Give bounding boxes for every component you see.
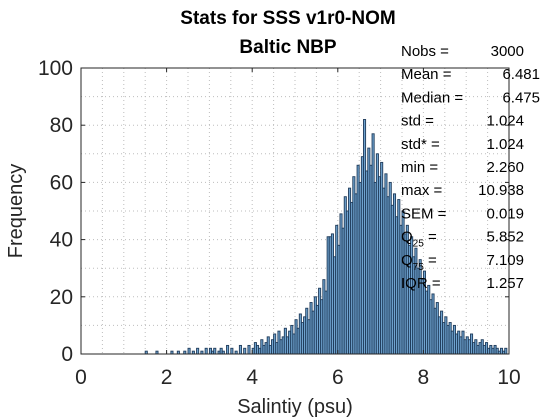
chart-title: Stats for SSS v1r0-NOM	[180, 8, 395, 29]
y-axis-label: Frequency	[5, 164, 27, 259]
x-tick-label: 4	[246, 366, 258, 389]
stat-value-std-star: 1.024	[486, 136, 524, 153]
stat-value-median: 6.475	[502, 89, 540, 106]
stat-label-std-star: std* =	[401, 136, 440, 153]
histogram-bar	[187, 347, 191, 355]
stat-label-min: min =	[401, 159, 438, 176]
stat-value-std: 1.024	[486, 113, 524, 130]
stat-value-sem: 0.019	[486, 205, 524, 222]
histogram-bar	[213, 347, 217, 355]
y-tick-label: 80	[50, 114, 73, 137]
stat-value-q25: 5.852	[486, 229, 524, 246]
histogram-bar	[247, 344, 251, 355]
stat-label-sem: SEM =	[401, 205, 447, 222]
stat-value-iqr: 1.257	[486, 275, 524, 292]
stat-label-iqr: IQR =	[401, 275, 441, 292]
x-axis-ticks: 0 2 4 6 8 10	[75, 68, 521, 389]
stat-value-max: 10.938	[478, 182, 524, 199]
x-tick-label: 2	[161, 366, 173, 389]
histogram-bar	[204, 347, 208, 355]
histogram-bars	[144, 119, 508, 355]
y-tick-label: 60	[50, 171, 73, 194]
stat-label-nobs: Nobs =	[401, 43, 449, 60]
x-tick-label: 0	[75, 366, 87, 389]
y-tick-label: 40	[50, 229, 73, 252]
histogram-bar	[226, 344, 230, 355]
y-tick-label: 0	[61, 343, 73, 366]
stat-value-q75: 7.109	[486, 252, 524, 269]
stat-value-nobs: 3000	[491, 43, 524, 60]
x-tick-label: 6	[332, 366, 344, 389]
histogram-bar	[238, 344, 242, 355]
x-tick-label: 8	[418, 366, 430, 389]
histogram-bar	[243, 347, 247, 355]
y-tick-label: 20	[50, 286, 73, 309]
y-axis-ticks: 0 20 40 60 80 100	[38, 57, 509, 366]
histogram-bar	[230, 347, 234, 355]
stats-panel: Nobs = 3000 Mean = 6.481 Median = 6.475 std = 1…	[401, 43, 540, 292]
y-tick-label: 100	[38, 57, 73, 80]
x-tick-label: 10	[497, 366, 520, 389]
stat-label-median: Median =	[401, 89, 463, 106]
stat-label-max: max =	[401, 182, 443, 199]
x-axis-label: Salintiy (psu)	[237, 396, 353, 418]
stat-label-mean: Mean =	[401, 66, 452, 83]
plot-frame	[80, 67, 510, 355]
stat-value-mean: 6.481	[502, 66, 540, 83]
chart-subtitle: Baltic NBP	[239, 37, 336, 58]
stat-value-min: 2.260	[486, 159, 524, 176]
histogram-bar	[504, 347, 508, 355]
stat-label-q75: Q75 =	[401, 252, 437, 273]
stat-label-std: std =	[401, 113, 434, 130]
histogram-bar	[196, 347, 200, 355]
stat-label-q25: Q25 =	[401, 229, 437, 250]
